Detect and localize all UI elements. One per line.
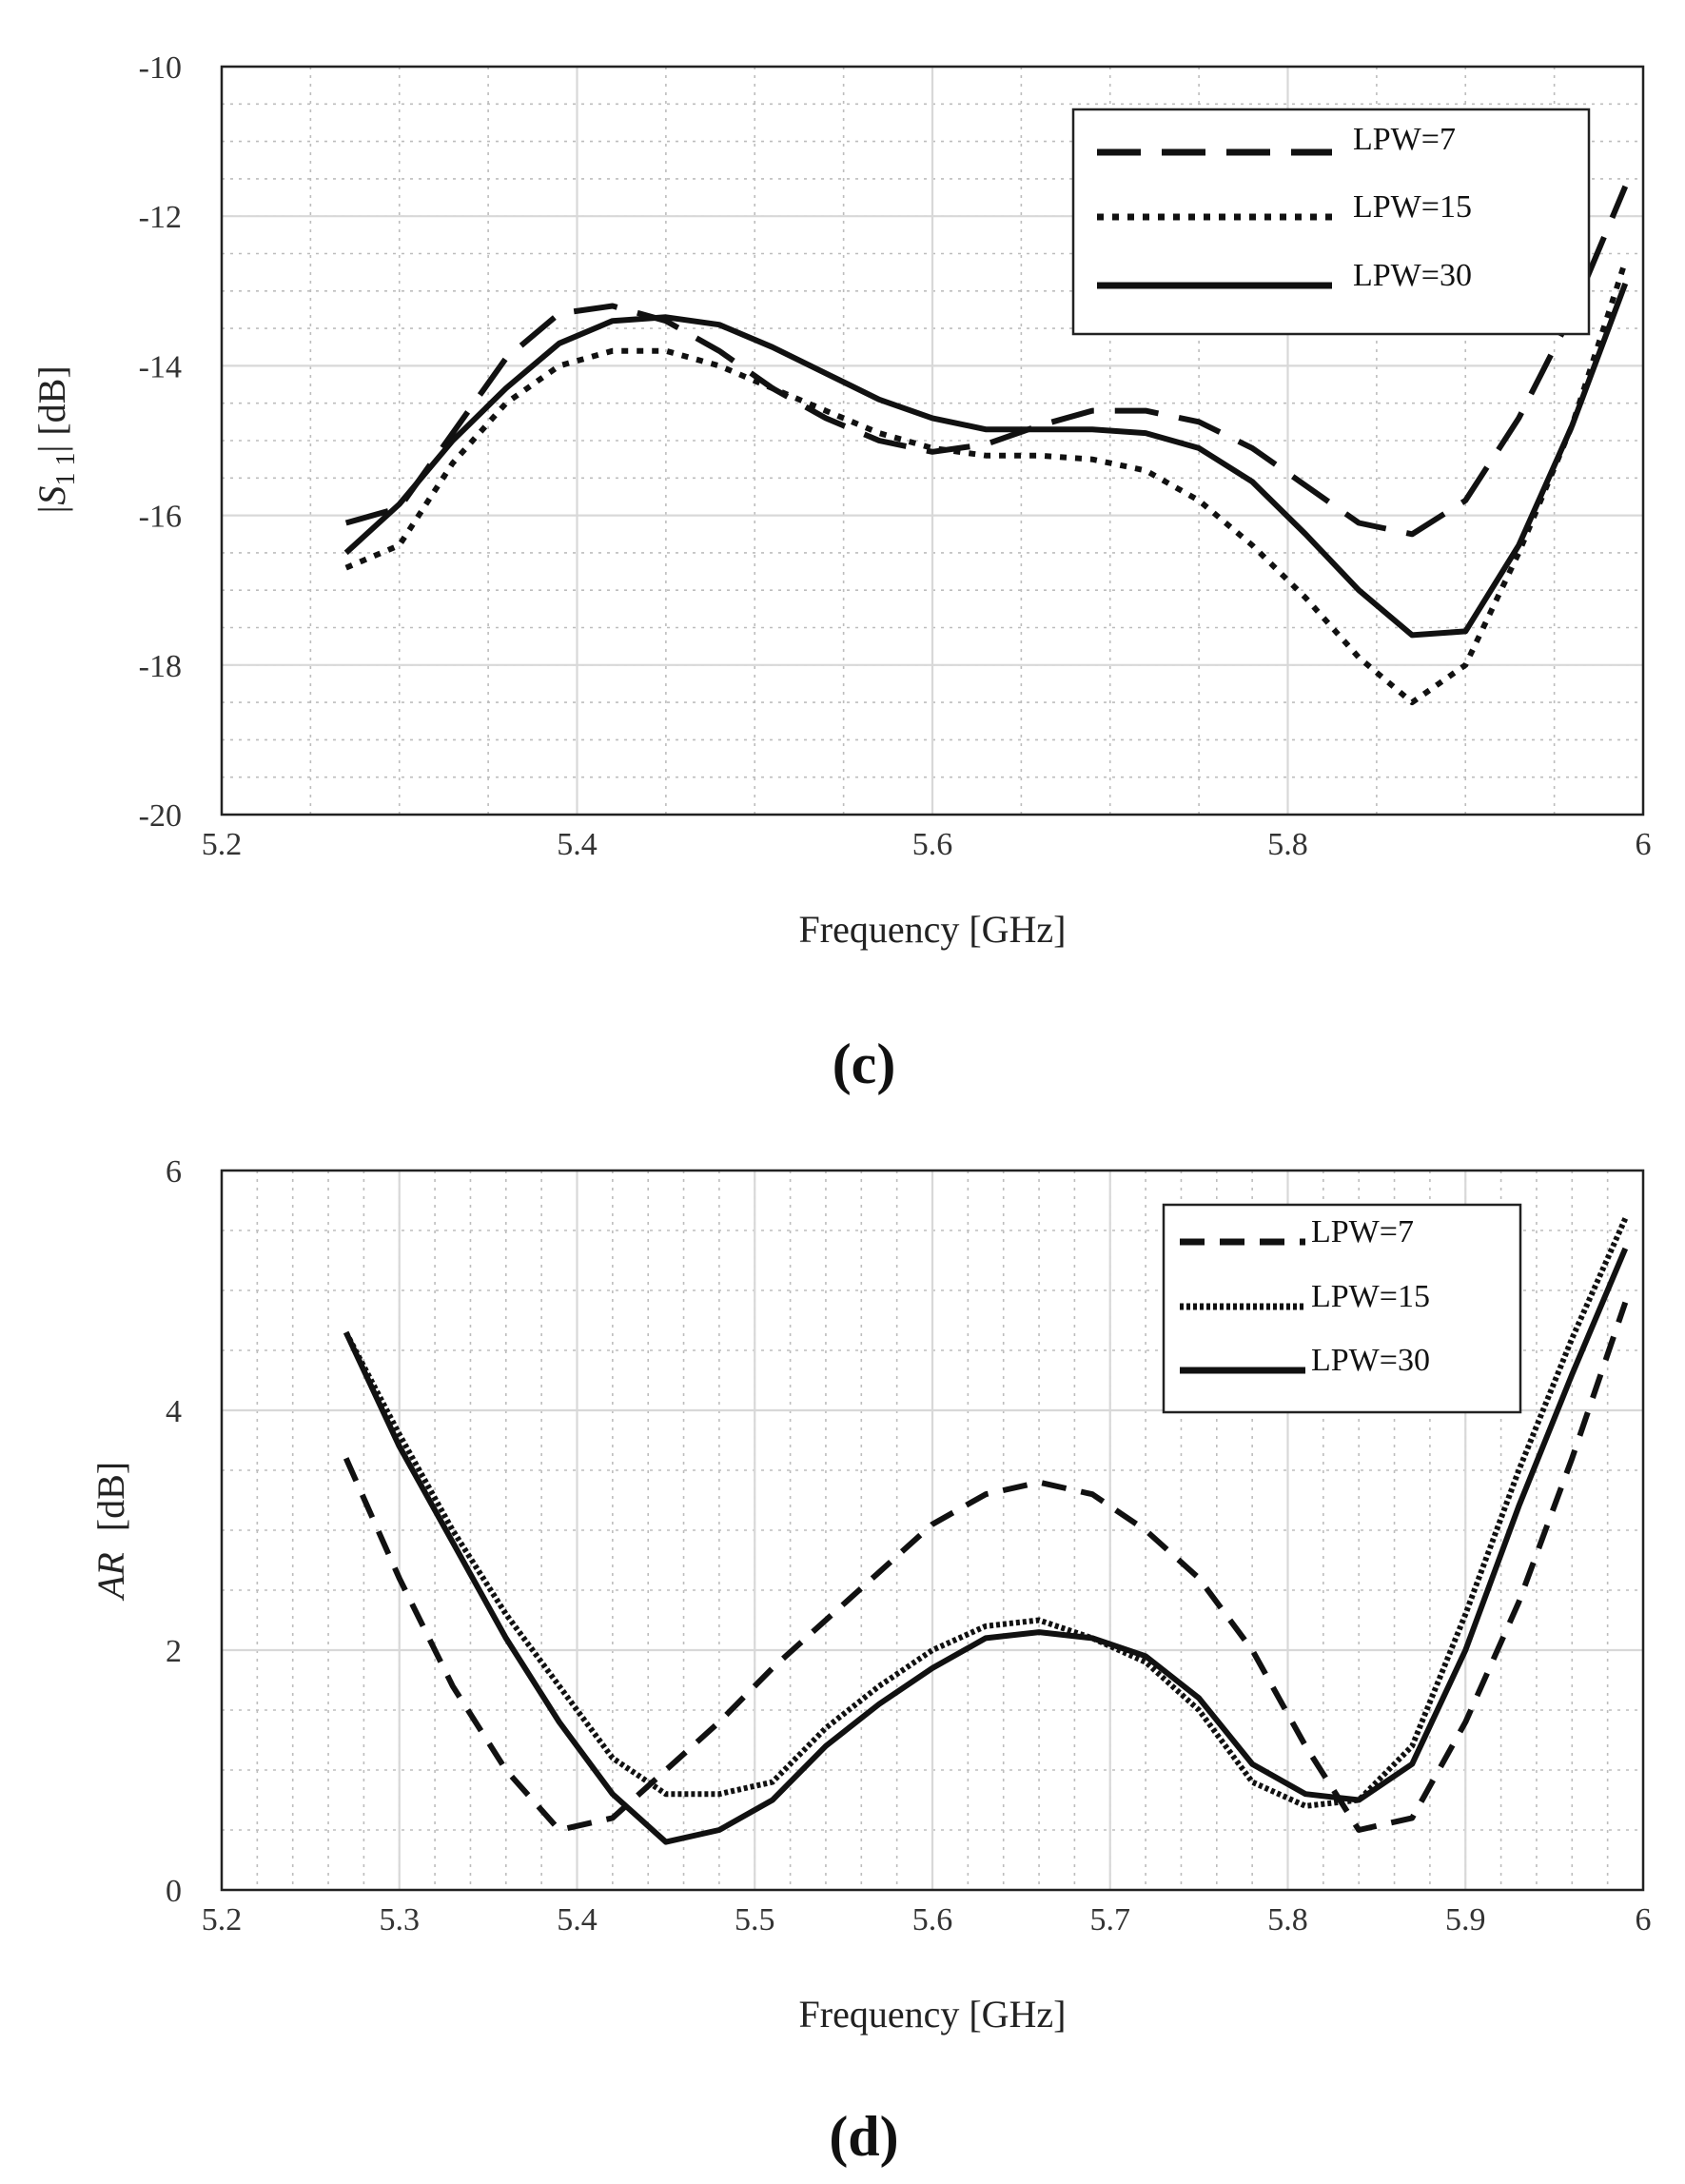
chart-c-y-ticks: -20 -18 -16 -14 -12 -10 [139,50,182,834]
chart-d: 0 2 4 6 5.2 5.3 5.4 5.5 5.6 5.7 5.8 5.9 6 Frequency… [89,1154,1652,2168]
chart-d-x-ticks: 5.2 5.3 5.4 5.5 5.6 5.7 5.8 5.9 6 [202,1902,1652,1938]
y-tick-label: -14 [139,349,182,384]
series-line-lpw-7 [343,1301,1629,1833]
chart-c-legend: LPW=7 LPW=15 LPW=30 [1071,108,1591,336]
x-tick-label: 5.9 [1445,1902,1486,1938]
chart-d-legend-label-lpw7: LPW=7 [1311,1214,1414,1249]
x-tick-label: 6 [1636,827,1652,862]
chart-c-legend-label-lpw7: LPW=7 [1353,122,1456,157]
y-tick-label: -20 [139,798,182,834]
series-line-lpw-15 [343,1217,1629,1809]
x-tick-label: 5.2 [202,827,243,862]
x-tick-label: 5.4 [557,827,598,862]
chart-c-y-axis-label: |S1 1| [dB] [30,365,81,515]
chart-c-x-axis-label: Frequency [GHz] [799,908,1067,951]
chart-c-x-ticks: 5.2 5.4 5.6 5.8 6 [202,827,1652,862]
chart-c-ylabel-main: |S [30,486,73,516]
y-tick-label: -18 [139,649,182,684]
chart-d-legend-label-lpw30: LPW=30 [1311,1343,1430,1378]
chart-c: -20 -18 -16 -14 -12 -10 5.2 5.4 5.6 5.8 6 Frequen… [30,50,1652,1095]
y-tick-label: 6 [166,1154,182,1190]
chart-d-y-ticks: 0 2 4 6 [166,1154,182,1909]
chart-d-grid [220,1169,1645,1892]
chart-c-series [343,185,1629,706]
y-tick-label: -16 [139,500,182,535]
chart-d-y-axis-label: AR [dB] [89,1462,132,1602]
y-tick-label: -12 [139,200,182,235]
chart-c-plot-frame [220,65,1645,817]
chart-d-legend-label-lpw15: LPW=15 [1311,1279,1430,1314]
chart-c-legend-box [1071,108,1591,336]
chart-c-legend-label-lpw15: LPW=15 [1353,189,1472,225]
chart-d-legend: LPW=7 LPW=15 LPW=30 [1162,1203,1522,1414]
x-tick-label: 6 [1636,1902,1652,1938]
x-tick-label: 5.6 [912,1902,953,1938]
x-tick-label: 5.7 [1090,1902,1131,1938]
x-tick-label: 5.2 [202,1902,243,1938]
svg-text:AR[dB]: AR [dB] [89,1462,132,1602]
chart-c-ylabel-tail: | [dB] [30,365,73,452]
x-tick-label: 5.4 [557,1902,598,1938]
y-tick-label: 4 [166,1394,182,1429]
chart-c-ylabel-sub: 1 1 [51,453,81,486]
x-tick-label: 5.3 [380,1902,421,1938]
y-tick-label: -10 [139,50,182,86]
series-line-lpw-15 [344,260,1629,706]
x-tick-label: 5.8 [1267,827,1308,862]
chart-d-ylabel-tail: [dB] [89,1462,132,1531]
x-tick-label: 5.6 [912,827,953,862]
y-tick-label: 0 [166,1874,182,1909]
chart-c-legend-label-lpw30: LPW=30 [1353,258,1472,293]
y-tick-label: 2 [166,1634,182,1669]
chart-d-x-axis-label: Frequency [GHz] [799,1993,1067,2036]
x-tick-label: 5.5 [735,1902,775,1938]
chart-d-panel-label: (d) [829,2105,898,2168]
series-line-lpw-7 [344,185,1629,538]
series-line-lpw-30 [343,1247,1629,1845]
x-tick-label: 5.8 [1267,1902,1308,1938]
svg-text:|S1 1| [dB]: |S1 1| [dB] [30,365,81,515]
series-line-lpw-30 [343,282,1629,639]
chart-d-plot-frame [220,1169,1645,1892]
chart-d-series [343,1217,1629,1845]
chart-c-panel-label: (c) [833,1033,896,1095]
chart-d-ylabel-main: AR [89,1552,132,1602]
